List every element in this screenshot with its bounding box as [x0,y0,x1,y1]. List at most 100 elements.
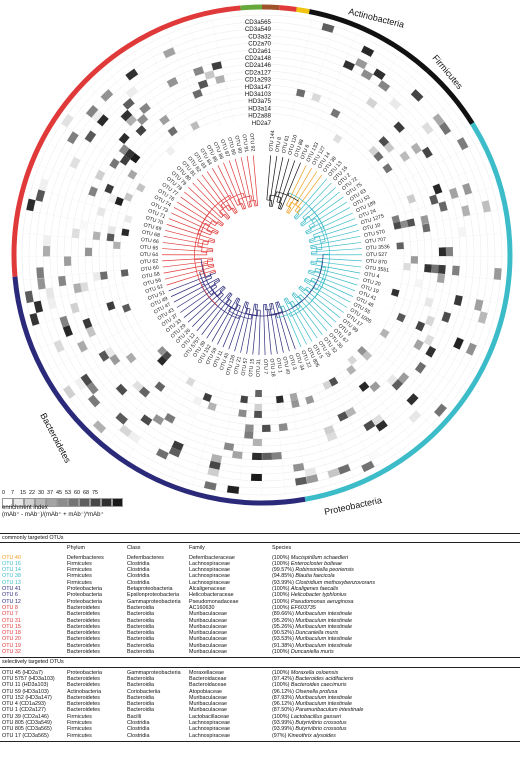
tree-branch [240,157,252,207]
tree-branch [289,313,291,317]
heatmap-cell [396,312,406,323]
heatmap-cell [375,420,388,432]
heatmap-cell [132,380,144,392]
heatmap-spoke [391,187,493,218]
heatmap-cell [377,80,391,92]
tree-tip-label: OTU 527 [366,252,387,258]
table-row: OTU 14 Firmicutes Clostridia Lachnospiracea… [0,567,520,573]
tree-branch-arc [313,268,316,274]
heatmap-cell [414,361,427,374]
heatmap-cell [94,169,106,181]
heatmap-cell [168,446,182,458]
heatmap-cell [91,109,104,123]
cell-species: (94.85%) Blautia faecicola [272,573,520,579]
tree-branch [212,220,217,224]
tree-branch [299,286,305,292]
tree-branch [314,270,321,273]
tree-branch [227,204,232,210]
tree-branch-arc [315,246,318,254]
tree-branch [320,241,326,243]
heatmap-cell [275,395,284,404]
species-name: Muribaculum intestinale [295,701,353,708]
cell-phylum: Deferribacteres [67,554,104,561]
species-name: Paramuribaculum intestinale [295,707,364,714]
legend-tick: 15 [20,490,27,496]
heatmap-cell [429,194,439,206]
tree-tip-label: OTU 6 [300,144,311,161]
heatmap-cell [152,341,163,351]
tree-branch-arc [286,205,292,209]
heatmap-ring-labels: CD3a565CD3a549CD3a32CD2a70CD2a61CD2a148C… [245,19,272,127]
species-name: Blautia faecicola [295,573,335,580]
heatmap-cell [461,205,471,217]
heatmap-cell [346,365,357,375]
tree-branch-arc [302,217,307,222]
heatmap-cell [438,201,448,212]
tree-tip-label: OTU 90 [233,135,243,154]
table-row: OTU 11 (HD3a103) Bacteroidetes Bacteroidia… [0,682,520,688]
heatmap-cell [190,121,200,131]
tree-tip-label: OTU 68 [141,230,160,239]
heatmap-cell [389,97,402,110]
table-row: OTU 45 (HD2a7) Proteobacteria Gammaproteob… [0,670,520,676]
tree-tip-label: OTU 3551 [365,265,390,274]
tree-branch-arc [214,269,217,273]
tree-branch [270,303,273,310]
heatmap-cell [363,419,376,432]
tree-tip-label: OTU 707 [365,237,387,246]
heatmap-spoke [26,281,130,304]
phylum-arc-actinobacteria-extension [308,9,430,73]
heatmap-cell [453,294,463,306]
table-row: OTU 32 Bacteroidetes Bacteroidia Muribacula… [0,649,520,655]
cell-phylum: Proteobacteria [67,592,103,599]
otu-id: OTU 40 [2,554,21,561]
tree-branch [311,242,362,250]
heatmap-spoke [23,268,128,281]
species-name: Alcaligenes faecalis [290,586,339,593]
heatmap-spoke [238,389,249,494]
tree-tip-label: OTU 56 [143,278,162,288]
cell-species: (93.99%) Butyrivibrio crossotus [272,726,520,732]
heatmap-cell [327,467,341,479]
tree-branch [162,260,213,268]
tree-branch-arc [237,195,252,201]
species-identity: (100%) [272,649,291,656]
heatmap-cell [278,423,288,432]
tree-branch-arc [269,303,273,305]
tree-branch-arc [309,207,330,302]
tree-branch [206,300,232,339]
species-name: Duncaniella muris [290,649,334,656]
heatmap-cell [152,414,165,426]
heatmap-ring-label: HD2a7 [252,120,272,127]
heatmap-cell [432,113,445,127]
cell-phylum: Proteobacteria [67,586,103,593]
heatmap-cell [29,312,40,326]
legend-swatch [79,498,90,507]
species-name: Butyrivibrio crossotus [295,726,347,733]
tree-tip-label: OTU 126 [225,354,237,376]
heatmap-ring-label: CD1a293 [245,77,272,84]
tree-tip-label: OTU 1 [275,357,283,373]
cell-phylum: Bacteroidetes [67,642,100,649]
heatmap-cell [410,256,418,264]
heatmap-cell [262,452,273,460]
tree-branch-arc [276,191,299,202]
heatmap-cell [223,442,235,451]
heatmap-spoke [302,26,335,127]
heatmap-cell [80,282,89,292]
heatmap-cell [289,392,299,402]
species-identity: (100%) [272,554,291,561]
cell-family: Muribaculaceae [189,611,228,618]
tree-branch [306,286,344,313]
heatmap-cell [207,467,220,477]
heatmap-cell [439,122,452,136]
heatmap-spoke [39,164,137,205]
heatmap-cell [99,271,108,280]
heatmap-cell [92,231,101,241]
tree-tip-label: OTU 144 [268,130,276,152]
heatmap-cell [53,339,65,353]
legend-tick: 68 [83,490,90,496]
heatmap-cell [390,288,400,297]
tree-branch [187,288,226,323]
species-name: Bacteroides acidifaciens [295,675,354,682]
